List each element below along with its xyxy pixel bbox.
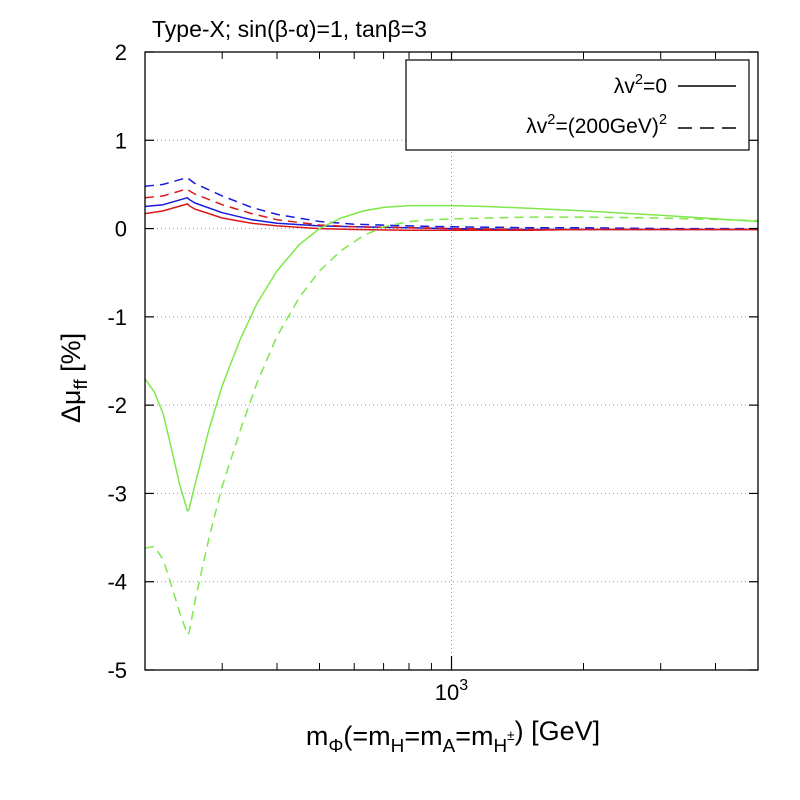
series-red-dashed bbox=[144, 188, 758, 231]
y-tick-label: -3 bbox=[107, 481, 127, 506]
y-tick-label: -1 bbox=[107, 305, 127, 330]
y-tick-label: 2 bbox=[115, 40, 127, 65]
legend-label-dashed: λv2=(200GeV)2 bbox=[526, 112, 667, 138]
y-tick-label: -2 bbox=[107, 393, 127, 418]
x-tick-labels: 103 bbox=[435, 677, 468, 705]
grid-layer bbox=[145, 52, 758, 670]
y-tick-label: 1 bbox=[115, 128, 127, 153]
y-axis-title: Δμff [%] bbox=[56, 333, 92, 423]
y-tick-label: -4 bbox=[107, 570, 127, 595]
series-green-dashed bbox=[144, 216, 759, 636]
x-tick-label: 103 bbox=[435, 677, 468, 705]
y-tick-labels: -5 -4 -3 -2 -1 0 1 2 bbox=[107, 40, 127, 683]
chart-title: Type-X; sin(β-α)=1, tanβ=3 bbox=[152, 16, 427, 42]
legend-label-solid: λv2=0 bbox=[614, 72, 667, 98]
x-axis-title: mΦ(=mH=mA=mH±) [GeV] bbox=[306, 716, 600, 757]
series-red-solid bbox=[144, 203, 758, 232]
series-blue-dashed bbox=[144, 176, 758, 230]
legend: λv2=0 λv2=(200GeV)2 bbox=[405, 59, 750, 151]
series-green-solid bbox=[144, 204, 759, 512]
y-tick-label: -5 bbox=[107, 658, 127, 683]
y-tick-label: 0 bbox=[115, 217, 127, 242]
plot-frame bbox=[144, 51, 759, 671]
legend-box bbox=[405, 59, 750, 151]
series-layer bbox=[144, 176, 759, 636]
